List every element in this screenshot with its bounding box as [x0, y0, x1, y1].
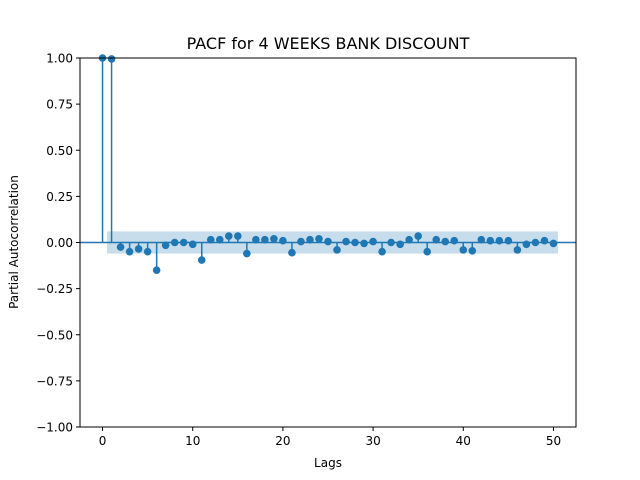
- data-point: [333, 246, 341, 254]
- data-point: [477, 235, 486, 244]
- y-tick-label: 0.50: [46, 144, 73, 158]
- y-axis-label: Partial Autocorrelation: [7, 175, 21, 309]
- y-axis-ticks: −1.00 −0.75 −0.50 −0.25 0.00 0.25 0.50 0.75 1.00: [36, 52, 80, 435]
- y-tick-label: −0.25: [36, 282, 73, 296]
- plot-area: [79, 54, 577, 428]
- data-point: [405, 235, 413, 244]
- y-tick-label: 1.00: [46, 52, 73, 66]
- data-point: [450, 236, 459, 245]
- data-point: [531, 238, 540, 247]
- y-tick-label: 0.75: [46, 98, 73, 112]
- data-point: [459, 246, 468, 254]
- data-point: [522, 240, 531, 249]
- data-point: [270, 235, 278, 243]
- data-point: [360, 239, 368, 248]
- x-tick-label: 0: [99, 434, 107, 448]
- data-point: [206, 235, 215, 244]
- data-point: [279, 236, 287, 245]
- data-point: [513, 246, 522, 254]
- data-point: [288, 248, 296, 257]
- y-tick-label: −0.50: [36, 328, 73, 342]
- data-point: [369, 237, 377, 246]
- data-point: [468, 247, 477, 255]
- data-point: [387, 238, 395, 247]
- data-point: [324, 237, 332, 246]
- data-point: [152, 266, 161, 274]
- data-point: [549, 239, 558, 248]
- data-point: [378, 247, 386, 256]
- data-point: [188, 240, 197, 249]
- data-point: [215, 235, 224, 244]
- data-point: [306, 235, 314, 244]
- data-point: [170, 238, 179, 247]
- data-point: [423, 247, 432, 256]
- x-tick-label: 50: [546, 434, 561, 448]
- data-point: [414, 232, 422, 240]
- data-point: [107, 55, 116, 63]
- x-tick-label: 40: [456, 434, 471, 448]
- data-point: [261, 235, 269, 244]
- data-point: [116, 243, 125, 251]
- data-point: [504, 236, 513, 245]
- data-point: [252, 235, 260, 244]
- data-point: [540, 236, 549, 245]
- x-axis-ticks: 0 10 20 30 40 50: [99, 427, 561, 448]
- data-point: [396, 240, 404, 249]
- data-point: [495, 236, 504, 245]
- x-tick-label: 10: [185, 434, 200, 448]
- data-point: [161, 241, 170, 250]
- y-tick-label: −0.75: [36, 374, 73, 388]
- data-point: [143, 247, 152, 256]
- data-point: [432, 235, 441, 244]
- data-point: [297, 237, 305, 246]
- data-point: [342, 237, 350, 246]
- data-point: [315, 235, 323, 243]
- data-point: [486, 236, 495, 245]
- data-point: [225, 232, 233, 240]
- data-point: [125, 247, 134, 256]
- data-point: [351, 238, 359, 247]
- y-tick-label: 0.00: [46, 236, 73, 250]
- data-point: [234, 232, 242, 240]
- x-axis-label: Lags: [314, 456, 342, 470]
- data-point: [197, 256, 206, 264]
- data-point: [243, 249, 251, 258]
- y-tick-label: −1.00: [36, 421, 73, 435]
- data-point: [134, 245, 143, 253]
- x-tick-label: 30: [365, 434, 380, 448]
- y-tick-label: 0.25: [46, 190, 73, 204]
- data-point: [179, 238, 188, 247]
- x-tick-label: 20: [275, 434, 290, 448]
- data-point: [441, 237, 450, 246]
- chart-title: PACF for 4 WEEKS BANK DISCOUNT: [187, 34, 470, 53]
